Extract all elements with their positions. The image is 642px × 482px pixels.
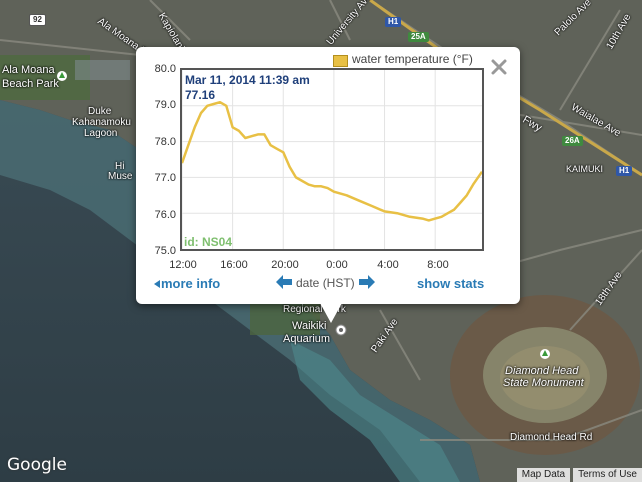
route-26a-shield: 26A (562, 136, 583, 146)
hover-value-label: 77.16 (185, 88, 216, 102)
route-25a-shield: 25A (408, 32, 429, 42)
terms-of-use-link[interactable]: Terms of Use (573, 468, 642, 482)
aquarium-marker-icon[interactable] (335, 324, 347, 336)
triangle-left-icon[interactable] (154, 280, 160, 288)
x-tick-label: 4:00 (377, 259, 399, 271)
show-stats-link[interactable]: show stats (417, 276, 485, 291)
map-label-aquarium: Aquarium (283, 333, 331, 345)
arrow-left-icon[interactable] (276, 275, 292, 289)
map-label-duke: Duke (88, 106, 112, 117)
map-label-kahanamoku: Kahanamoku (72, 117, 131, 128)
google-logo[interactable]: Google (7, 455, 67, 475)
park-marker-icon[interactable] (539, 348, 551, 360)
x-tick-label: 16:00 (220, 259, 248, 271)
y-tick-label: 75.0 (154, 245, 176, 257)
legend-label: water temperature (°F) (352, 52, 473, 66)
interstate-h1-shield: H1 (385, 17, 402, 27)
y-tick-label: 76.0 (154, 209, 176, 221)
route-92-shield: 92 (29, 14, 46, 26)
map-label-muse: Muse (108, 171, 133, 182)
y-tick-label: 79.0 (154, 99, 176, 111)
close-icon[interactable] (490, 58, 508, 76)
series-line-water-temperature[interactable] (182, 100, 482, 222)
map-label-beach-park: Beach Park (2, 78, 59, 90)
x-tick-label: 0:00 (326, 259, 348, 271)
map-label-hi: Hi (115, 161, 125, 172)
park-marker-icon[interactable] (56, 70, 68, 82)
y-tick-label: 80.0 (154, 63, 176, 75)
y-tick-label: 78.0 (154, 136, 176, 148)
map-label-waikiki: Waikiki (292, 320, 327, 332)
legend-swatch (333, 55, 348, 67)
more-info-link[interactable]: more info (161, 276, 221, 291)
chart-plot-area[interactable] (180, 68, 484, 251)
station-id-label: id: NS04 (184, 235, 233, 249)
map-label-regional-park: Regional Park (283, 304, 346, 315)
y-tick-label: 77.0 (154, 172, 176, 184)
interstate-h1-shield: H1 (616, 166, 633, 176)
map-data-link[interactable]: Map Data (516, 468, 571, 482)
map-footer: Map Data Terms of Use (514, 468, 642, 482)
x-tick-label: 8:00 (427, 259, 449, 271)
map-label-diamond-head: Diamond Head (505, 365, 579, 377)
hover-date-label: Mar 11, 2014 11:39 am (185, 73, 310, 87)
arrow-right-icon[interactable] (359, 275, 375, 289)
map-label-lagoon: Lagoon (84, 128, 118, 139)
x-tick-label: 12:00 (169, 259, 197, 271)
map-label-kaimuki: KAIMUKI (566, 164, 604, 174)
x-axis-title: date (HST) (296, 276, 355, 290)
map-label-diamond-head-rd: Diamond Head Rd (510, 432, 593, 443)
map-label-state-monument: State Monument (503, 377, 584, 389)
x-tick-label: 20:00 (271, 259, 299, 271)
info-window-pointer (320, 303, 342, 323)
map-label-ala-moana: Ala Moana (2, 64, 55, 76)
